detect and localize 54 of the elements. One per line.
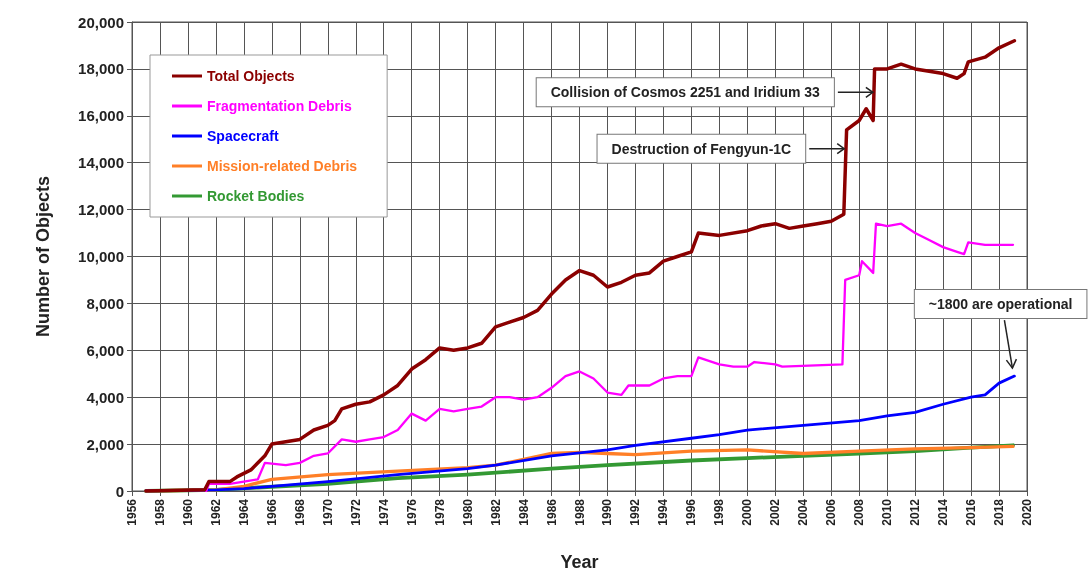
legend-label: Total Objects	[207, 68, 295, 84]
x-tick-label: 2000	[740, 498, 755, 526]
x-tick-label: 2020	[1020, 498, 1034, 526]
x-tick-label: 2006	[824, 498, 839, 526]
x-tick-label: 1958	[152, 498, 167, 526]
x-tick-label: 1978	[432, 498, 447, 526]
y-tick-label: 0	[115, 482, 124, 500]
x-axis-title: Year	[560, 552, 599, 572]
annotation: Destruction of Fengyun-1C	[611, 140, 792, 157]
legend-label: Fragmentation Debris	[207, 98, 352, 114]
annotation: ~1800 are operational	[928, 296, 1073, 313]
y-tick-label: 8,000	[86, 294, 124, 312]
x-tick-label: 1960	[180, 498, 195, 526]
x-tick-label: 1956	[125, 498, 139, 526]
x-tick-label: 2010	[880, 498, 895, 526]
x-tick-label: 1982	[488, 498, 503, 526]
y-tick-label: 18,000	[78, 60, 124, 78]
x-tick-label: 1964	[236, 498, 251, 526]
y-tick-label: 6,000	[86, 341, 124, 359]
y-tick-label: 20,000	[78, 13, 124, 31]
legend-label: Mission-related Debris	[207, 158, 358, 174]
x-tick-label: 1976	[404, 498, 419, 526]
x-tick-label: 1980	[460, 498, 475, 526]
x-tick-label: 1972	[348, 498, 363, 526]
y-axis-title: Number of Objects	[33, 175, 53, 338]
y-tick-label: 16,000	[78, 107, 124, 125]
x-tick-label: 2008	[852, 498, 867, 526]
x-tick-label: 1970	[320, 498, 335, 526]
x-tick-label: 1990	[600, 498, 615, 526]
legend-label: Spacecraft	[207, 128, 279, 144]
x-tick-label: 1968	[292, 498, 307, 526]
x-tick-label: 2016	[964, 498, 979, 526]
y-tick-label: 12,000	[78, 201, 124, 219]
x-tick-label: 1966	[264, 498, 279, 526]
y-tick-label: 4,000	[86, 388, 124, 406]
x-tick-label: 1998	[712, 498, 727, 526]
x-tick-label: 2004	[796, 498, 811, 526]
x-tick-label: 2018	[992, 498, 1007, 526]
x-tick-label: 1992	[628, 498, 643, 526]
annotation: Collision of Cosmos 2251 and Iridium 33	[550, 84, 821, 101]
x-tick-label: 1994	[656, 498, 671, 526]
y-tick-label: 14,000	[78, 154, 124, 172]
x-tick-label: 2002	[768, 498, 783, 526]
x-tick-label: 2012	[908, 498, 923, 526]
x-tick-label: 1988	[572, 498, 587, 526]
y-tick-label: 2,000	[86, 435, 124, 453]
x-tick-label: 1974	[376, 498, 391, 526]
x-tick-label: 1996	[684, 498, 699, 526]
x-tick-label: 1986	[544, 498, 559, 526]
x-tick-label: 2014	[936, 498, 951, 526]
legend-label: Rocket Bodies	[207, 188, 305, 204]
x-tick-label: 1984	[516, 498, 531, 526]
x-tick-label: 1962	[208, 498, 223, 526]
y-tick-label: 10,000	[78, 248, 124, 265]
